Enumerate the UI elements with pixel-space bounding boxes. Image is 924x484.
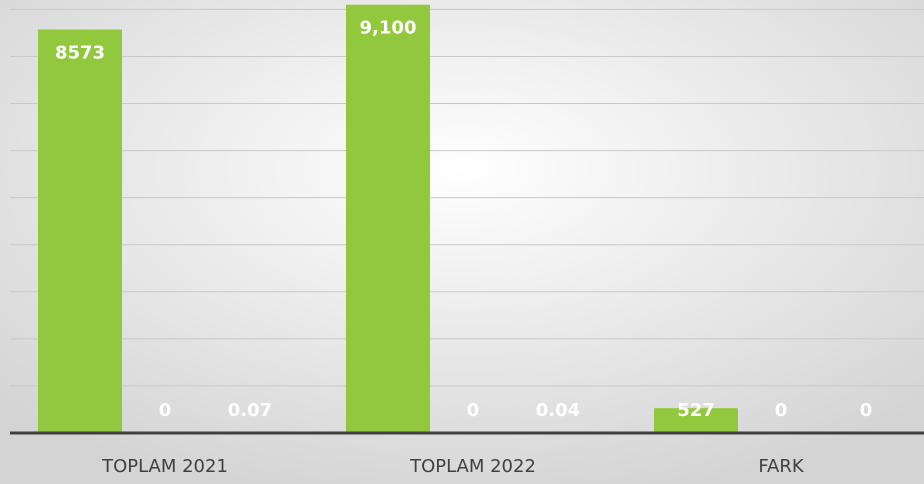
data-label: 0 <box>159 400 172 421</box>
data-label: 0 <box>775 400 788 421</box>
x-tick-label: TOPLAM 2021 <box>101 456 228 477</box>
data-label: 0 <box>860 400 873 421</box>
bar <box>654 408 738 433</box>
data-label: 9,100 <box>360 18 417 39</box>
data-label: 0 <box>467 400 480 421</box>
data-label: 8573 <box>55 43 105 64</box>
data-label: 527 <box>677 400 715 421</box>
bar <box>38 29 122 434</box>
x-tick-label: FARK <box>758 456 805 477</box>
data-label: 0.07 <box>228 400 272 421</box>
x-tick-label: TOPLAM 2022 <box>409 456 536 477</box>
bar <box>346 4 430 434</box>
data-label: 0.04 <box>536 400 580 421</box>
